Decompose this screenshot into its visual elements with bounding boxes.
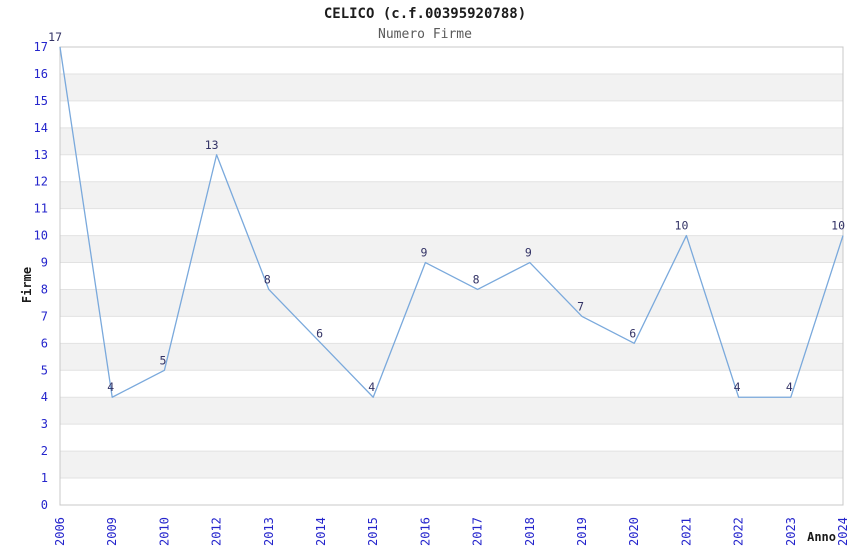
x-tick-label: 2019 xyxy=(575,517,589,546)
x-tick-label: 2006 xyxy=(53,517,67,546)
plot-stripe xyxy=(60,181,843,209)
y-tick-label: 7 xyxy=(41,309,48,323)
data-point-label: 4 xyxy=(107,380,114,394)
data-line xyxy=(59,46,844,398)
y-tick-label: 4 xyxy=(41,390,48,404)
y-tick-label: 2 xyxy=(41,444,48,458)
y-tick-label: 8 xyxy=(41,282,48,296)
x-tick-label: 2017 xyxy=(471,517,485,546)
y-tick-label: 6 xyxy=(41,336,48,350)
plot-border xyxy=(59,46,844,506)
data-point-label: 10 xyxy=(831,219,845,233)
y-tick-label: 15 xyxy=(34,94,48,108)
x-tick-label: 2014 xyxy=(314,517,328,546)
y-tick-label: 16 xyxy=(34,67,48,81)
x-tick-label: 2020 xyxy=(627,517,641,546)
plot-stripe xyxy=(60,451,843,479)
plot-stripe xyxy=(60,73,843,101)
x-tick-label: 2021 xyxy=(679,517,693,546)
data-point-label: 10 xyxy=(675,219,689,233)
data-point-label: 9 xyxy=(420,246,427,260)
data-point-label: 17 xyxy=(48,30,62,44)
plot-stripe xyxy=(60,235,843,263)
x-tick-label: 2018 xyxy=(523,517,537,546)
x-tick-label: 2010 xyxy=(157,517,171,546)
data-point-label: 9 xyxy=(525,246,532,260)
x-tick-label: 2012 xyxy=(210,517,224,546)
data-point-label: 4 xyxy=(368,380,375,394)
y-tick-label: 5 xyxy=(41,363,48,377)
y-tick-label: 3 xyxy=(41,417,48,431)
y-axis-title: Firme xyxy=(20,266,34,304)
y-tick-label: 17 xyxy=(34,40,48,54)
y-tick-label: 12 xyxy=(34,175,48,189)
y-tick-label: 1 xyxy=(41,471,48,485)
data-point-label: 4 xyxy=(786,380,793,394)
x-tick-label: 2023 xyxy=(784,517,798,546)
y-tick-label: 11 xyxy=(34,202,48,216)
x-tick-label: 2015 xyxy=(366,517,380,546)
chart-subtitle: Numero Firme xyxy=(378,27,472,42)
data-point-label: 6 xyxy=(629,326,636,340)
y-tick-label: 13 xyxy=(34,148,48,162)
data-point-label: 8 xyxy=(473,272,480,286)
data-point-label: 8 xyxy=(264,272,271,286)
plot-stripe xyxy=(60,289,843,317)
y-tick-label: 14 xyxy=(34,121,48,135)
data-point-label: 6 xyxy=(316,326,323,340)
data-point-label: 13 xyxy=(205,138,219,152)
x-tick-label: 2024 xyxy=(836,517,850,546)
y-tick-label: 0 xyxy=(41,498,48,512)
plot-stripe xyxy=(60,127,843,155)
x-axis-title: Anno xyxy=(807,530,836,544)
x-tick-label: 2009 xyxy=(105,517,119,546)
y-tick-label: 9 xyxy=(41,256,48,270)
chart-title: CELICO (c.f.00395920788) xyxy=(323,6,527,22)
data-point-label: 5 xyxy=(159,353,166,367)
data-point-label: 4 xyxy=(734,380,741,394)
data-point-label: 7 xyxy=(577,299,584,313)
x-tick-label: 2022 xyxy=(732,517,746,546)
plot-stripe xyxy=(60,343,843,371)
y-tick-label: 10 xyxy=(34,229,48,243)
x-tick-label: 2016 xyxy=(418,517,432,546)
plot-stripe xyxy=(60,397,843,425)
x-tick-label: 2013 xyxy=(262,517,276,546)
